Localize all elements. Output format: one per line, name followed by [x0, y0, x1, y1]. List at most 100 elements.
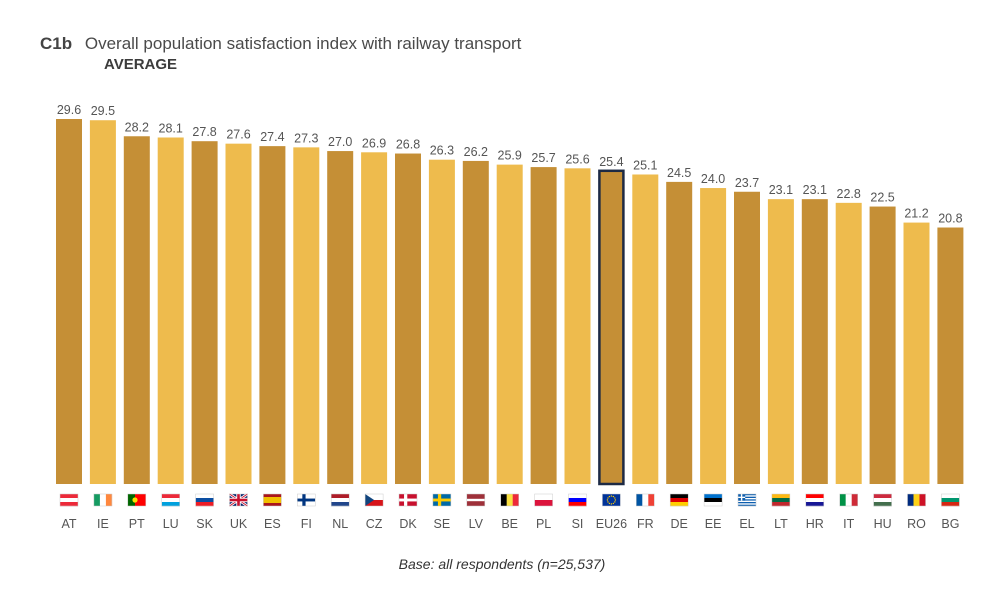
value-label-nl: 27.0: [328, 135, 352, 149]
bar-fi: [293, 147, 320, 484]
category-label-fr: FR: [637, 517, 654, 531]
value-label-lu: 28.1: [159, 121, 183, 135]
value-label-dk: 26.8: [396, 138, 420, 152]
bar-be: [496, 164, 523, 484]
flag-eu26-icon: [602, 493, 621, 507]
value-label-it: 22.8: [837, 187, 861, 201]
bar-it: [835, 202, 862, 484]
bar-bg: [937, 227, 964, 484]
flag-se-icon: [432, 493, 452, 507]
category-label-pt: PT: [129, 517, 145, 531]
category-label-el: EL: [739, 517, 754, 531]
bar-hu: [869, 206, 896, 485]
value-label-fr: 25.1: [633, 158, 657, 172]
chart-subtitle: AVERAGE: [104, 56, 178, 73]
value-label-be: 25.9: [498, 149, 522, 163]
value-label-hr: 23.1: [803, 183, 827, 197]
bar-dk: [395, 153, 421, 484]
bar-sk: [191, 141, 218, 484]
flag-be-icon: [500, 493, 519, 507]
category-label-ee: EE: [705, 517, 722, 531]
flag-ro-icon: [907, 493, 926, 507]
base-note: Base: all respondents (n=25,537): [398, 556, 606, 572]
flag-pl-icon: [534, 493, 553, 507]
flag-si-icon: [568, 493, 587, 507]
flag-lt-icon: [771, 493, 791, 507]
flag-nl-icon: [330, 493, 350, 507]
value-label-pl: 25.7: [531, 151, 555, 165]
category-label-nl: NL: [332, 517, 348, 531]
category-label-eu26: EU26: [596, 517, 627, 531]
flag-fi-icon: [297, 493, 316, 507]
bar-es: [259, 146, 286, 485]
flag-el-icon: [737, 493, 757, 507]
flag-ee-icon: [703, 493, 723, 507]
flag-lu-icon: [161, 493, 180, 507]
value-label-se: 26.3: [430, 144, 454, 158]
category-label-hr: HR: [806, 517, 824, 531]
category-label-lt: LT: [774, 517, 788, 531]
flag-at-icon: [59, 493, 79, 507]
flag-hr-icon: [805, 493, 825, 507]
bar-ro: [903, 222, 930, 484]
flag-it-icon: [839, 493, 858, 507]
value-label-ee: 24.0: [701, 172, 725, 186]
category-label-de: DE: [671, 517, 688, 531]
category-label-dk: DK: [399, 517, 417, 531]
flag-de-icon: [669, 493, 689, 507]
value-label-bg: 20.8: [938, 212, 962, 226]
flag-cz-icon: [364, 493, 384, 507]
value-label-at: 29.6: [57, 103, 81, 117]
chart-code: C1b: [40, 34, 73, 53]
category-label-bg: BG: [941, 517, 959, 531]
category-label-hu: HU: [874, 517, 892, 531]
bar-eu26: [598, 169, 625, 486]
bar-at: [56, 119, 82, 484]
category-label-es: ES: [264, 517, 281, 531]
value-label-el: 23.7: [735, 176, 759, 190]
bar-el: [734, 191, 760, 485]
bar-lu: [157, 137, 184, 484]
bar-pl: [530, 167, 557, 484]
flag-fr-icon: [636, 493, 655, 507]
bar-ie: [89, 120, 116, 485]
flag-pt-icon: [127, 493, 147, 507]
bar-pt: [123, 136, 150, 484]
value-label-ie: 29.5: [91, 104, 115, 118]
bar-se: [428, 159, 455, 484]
flag-es-icon: [263, 493, 282, 507]
bar-de: [666, 181, 693, 484]
category-label-ro: RO: [907, 517, 926, 531]
value-label-de: 24.5: [667, 166, 691, 180]
category-label-uk: UK: [230, 517, 248, 531]
value-label-es: 27.4: [260, 130, 284, 144]
bar-nl: [327, 151, 354, 485]
chart-title: Overall population satisfaction index wi…: [84, 34, 522, 53]
category-label-lv: LV: [469, 517, 484, 531]
value-label-pt: 28.2: [125, 120, 149, 134]
bar-lv: [462, 160, 489, 485]
category-label-cz: CZ: [366, 517, 383, 531]
value-label-lt: 23.1: [769, 183, 793, 197]
value-label-ro: 21.2: [904, 207, 928, 221]
bar-cz: [361, 152, 388, 484]
flag-dk-icon: [398, 493, 418, 507]
category-label-si: SI: [572, 517, 584, 531]
bar-ee: [700, 188, 727, 484]
flag-ie-icon: [93, 493, 113, 507]
category-label-at: AT: [61, 517, 76, 531]
chart-title-row: C1b Overall population satisfaction inde…: [40, 34, 521, 54]
category-label-sk: SK: [196, 517, 213, 531]
bar-hr: [801, 199, 828, 484]
bar-si: [564, 168, 591, 484]
category-label-lu: LU: [163, 517, 179, 531]
value-label-si: 25.6: [565, 152, 589, 166]
flag-uk-icon: [228, 492, 249, 508]
value-label-cz: 26.9: [362, 136, 386, 150]
category-label-pl: PL: [536, 517, 551, 531]
category-label-be: BE: [501, 517, 518, 531]
value-label-uk: 27.6: [226, 128, 250, 142]
value-label-eu26: 25.4: [599, 155, 623, 169]
flag-sk-icon: [195, 493, 214, 507]
